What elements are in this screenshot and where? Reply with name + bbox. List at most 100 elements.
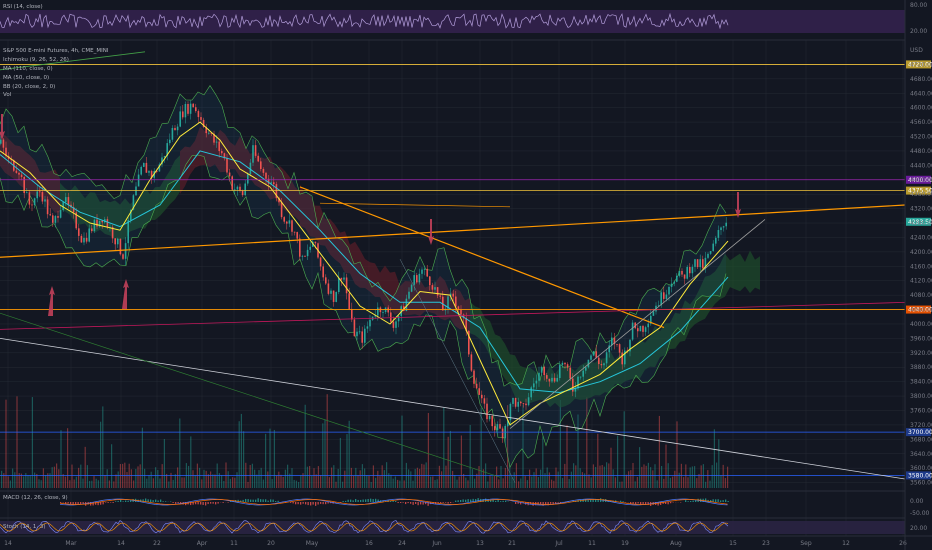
orange-uptrend-line — [0, 204, 906, 258]
macd-bar — [455, 500, 457, 502]
macd-bar — [647, 502, 649, 506]
macd-bar — [585, 499, 587, 502]
stoch-d-line — [0, 522, 729, 532]
macd-bar — [75, 502, 77, 505]
candle-body — [39, 191, 41, 193]
candle-body — [447, 296, 449, 309]
rsi-pane[interactable]: RSI (14, close) 80.00 20.00 — [0, 2, 927, 35]
candle-body — [46, 199, 49, 215]
candle-body — [257, 155, 259, 162]
volume-bar — [95, 478, 97, 488]
macd-bar — [620, 500, 622, 502]
macd-pane[interactable]: MACD (12, 26, close, 9) 0.00 -50.00 — [3, 495, 930, 517]
macd-bar — [72, 502, 74, 506]
price-axis[interactable]: USD 4720.00 4680.00 4640.00 4600.00 4560.00 4… — [910, 47, 932, 487]
macd-bar — [465, 499, 467, 502]
down-arrow — [735, 192, 741, 218]
candle-body — [33, 198, 36, 206]
price-tick-label: 3640.00 — [910, 451, 932, 458]
volume-bar — [397, 479, 399, 488]
legend-bb: BB (20, close, 2, 0) — [3, 84, 55, 90]
macd-bar — [100, 502, 102, 505]
macd-bar — [450, 502, 452, 504]
volume-bar — [557, 471, 559, 488]
candle-body — [210, 132, 213, 134]
volume-bar — [350, 467, 352, 488]
time-tick-label: 11 — [588, 540, 596, 547]
volume-bar — [276, 475, 278, 488]
volume-bar — [691, 466, 693, 488]
macd-bar — [472, 498, 474, 502]
price-tick-label: 3800.00 — [910, 393, 932, 400]
candle-body — [332, 290, 335, 302]
candle-body — [436, 287, 439, 296]
volume-bar — [3, 473, 5, 488]
candle-body — [546, 375, 548, 379]
candle-body — [106, 219, 109, 228]
candle-body — [501, 428, 504, 439]
candle-body — [293, 231, 296, 233]
time-tick-label: Mar — [65, 540, 77, 547]
macd-bar — [172, 502, 174, 503]
candle-body — [200, 117, 202, 120]
macd-bar — [62, 502, 64, 503]
volume-bar — [423, 464, 425, 488]
candle-body — [624, 350, 626, 365]
macd-bar — [255, 499, 257, 502]
macd-bar — [630, 502, 632, 504]
macd-bar — [192, 502, 194, 505]
candle-body — [369, 319, 371, 327]
volume-bar — [82, 478, 84, 488]
macd-bar — [710, 500, 712, 502]
volume-bar — [221, 475, 223, 488]
macd-bar — [597, 498, 599, 502]
macd-bar — [345, 500, 347, 502]
cloud-segment — [300, 184, 470, 336]
trendline-drawings[interactable] — [0, 51, 906, 483]
volume-bar — [447, 436, 449, 488]
macd-bar — [490, 500, 492, 502]
candle-body — [538, 372, 540, 381]
volume-bar — [326, 394, 328, 488]
up-arrow — [48, 286, 55, 316]
candle-body — [176, 126, 179, 131]
candle-body — [306, 249, 309, 257]
macd-bar — [402, 502, 404, 503]
macd-bar — [717, 499, 719, 502]
candle-body — [260, 161, 262, 169]
macd-bar — [297, 502, 299, 505]
volume-bar — [467, 480, 469, 488]
volume-bar — [333, 465, 335, 488]
currency-label: USD — [910, 47, 923, 54]
volume-bar — [388, 473, 390, 488]
macd-bar — [645, 502, 647, 505]
volume-bar — [509, 465, 511, 488]
volume-bar — [91, 480, 93, 488]
stoch-pane[interactable]: Stoch (14, 1, 3) 20.00 — [0, 520, 927, 535]
candle-body — [608, 345, 610, 353]
macd-tick-0: 0.00 — [910, 498, 924, 505]
macd-bar — [542, 502, 544, 506]
horizontal-levels[interactable]: 4720.00 4400.00 4375.50 4040.00 3700.00 3580.… — [0, 60, 932, 480]
candle-body — [478, 388, 480, 395]
macd-bar — [267, 500, 269, 502]
macd-bar — [320, 502, 322, 504]
volume-bar — [130, 469, 132, 488]
candle-body — [410, 284, 413, 292]
macd-bar — [407, 502, 409, 504]
candle-body — [488, 415, 491, 420]
volume-bar — [177, 467, 179, 488]
time-tick-label: 19 — [621, 540, 629, 547]
candle-body — [390, 312, 392, 322]
macd-bar — [375, 498, 377, 502]
annotation-arrows[interactable] — [0, 114, 741, 316]
candle-body — [2, 139, 5, 148]
volume-bar — [53, 466, 55, 488]
candle-body — [496, 424, 499, 431]
volume-bar — [548, 472, 550, 488]
candle-body — [161, 157, 163, 165]
price-pane[interactable]: 4720.00 4400.00 4375.50 4040.00 3700.00 3580.… — [0, 51, 932, 488]
volume-bar — [696, 478, 698, 488]
time-axis[interactable]: 14 Mar 14 22 Apr 11 20 May 16 24 Jun 13 21 Jul 11 19 Aug… — [4, 540, 907, 547]
